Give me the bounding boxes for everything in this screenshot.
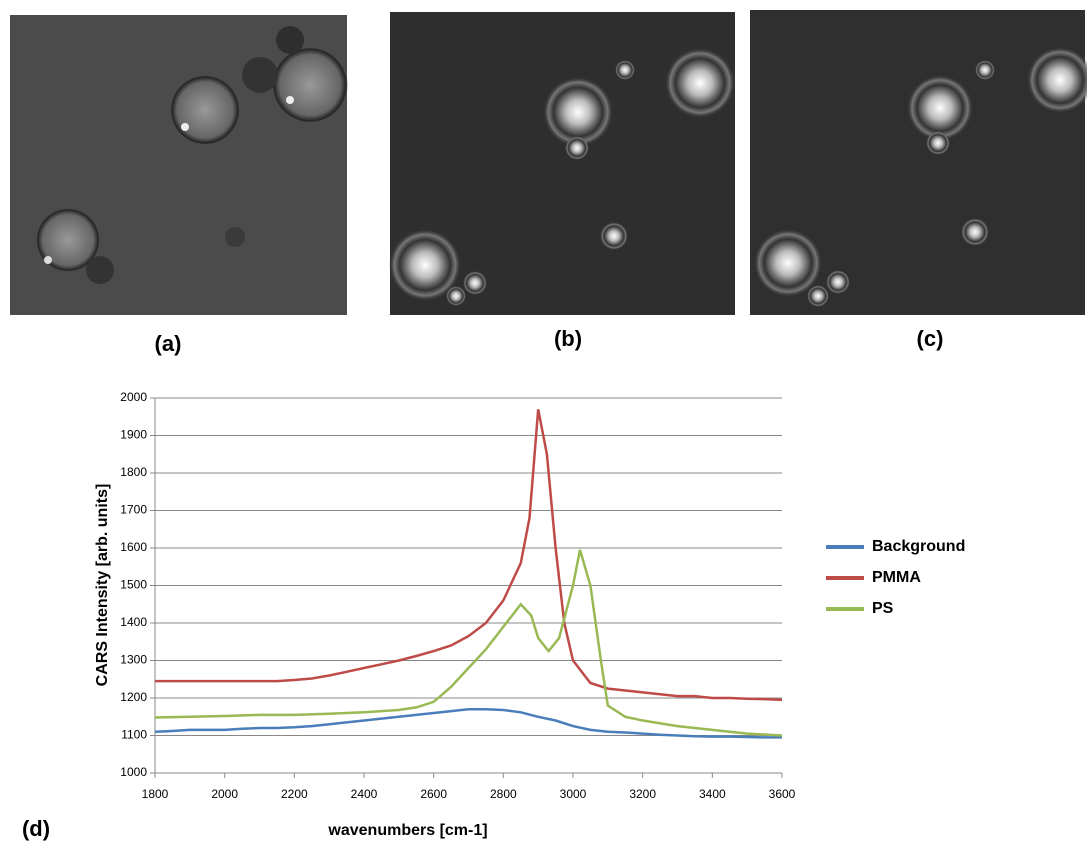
y-tick-label: 1800 — [120, 465, 147, 479]
y-axis-title: CARS Intensity [arb. units] — [94, 484, 111, 687]
panel-label: (d) — [22, 816, 50, 841]
x-tick-label: 1800 — [142, 787, 169, 801]
legend-label: Background — [872, 538, 965, 555]
x-tick-label: 2800 — [490, 787, 517, 801]
image-c — [750, 10, 1087, 315]
x-tick-label: 3200 — [629, 787, 656, 801]
y-tick-label: 1400 — [120, 615, 147, 629]
x-tick-label: 2000 — [211, 787, 238, 801]
x-tick-label: 2200 — [281, 787, 308, 801]
legend-label: PS — [872, 600, 894, 617]
x-axis-title: wavenumbers [cm-1] — [327, 822, 487, 839]
series-line — [155, 409, 782, 700]
y-tick-label: 1500 — [120, 578, 147, 592]
y-tick-label: 1700 — [120, 503, 147, 517]
panel-label: (c) — [917, 326, 944, 351]
x-tick-label: 2400 — [351, 787, 378, 801]
y-tick-label: 2000 — [120, 390, 147, 404]
legend-label: PMMA — [872, 569, 921, 586]
y-tick-label: 1600 — [120, 540, 147, 554]
y-tick-label: 1100 — [121, 728, 147, 742]
figure: (a) (b) (c) (d) wavenumbers [cm-1] CARS … — [0, 0, 1087, 845]
series-line — [155, 709, 782, 737]
panel-label: (b) — [554, 326, 582, 351]
y-tick-label: 1000 — [120, 765, 147, 779]
x-tick-label: 2600 — [420, 787, 447, 801]
panel-label: (a) — [155, 331, 182, 356]
image-a — [10, 15, 348, 315]
image-b — [389, 12, 735, 315]
x-tick-label: 3000 — [560, 787, 587, 801]
x-tick-label: 3600 — [769, 787, 796, 801]
y-tick-label: 1900 — [120, 428, 147, 442]
y-tick-label: 1300 — [120, 653, 147, 667]
y-tick-label: 1200 — [120, 690, 147, 704]
series-line — [155, 550, 782, 736]
x-tick-label: 3400 — [699, 787, 726, 801]
